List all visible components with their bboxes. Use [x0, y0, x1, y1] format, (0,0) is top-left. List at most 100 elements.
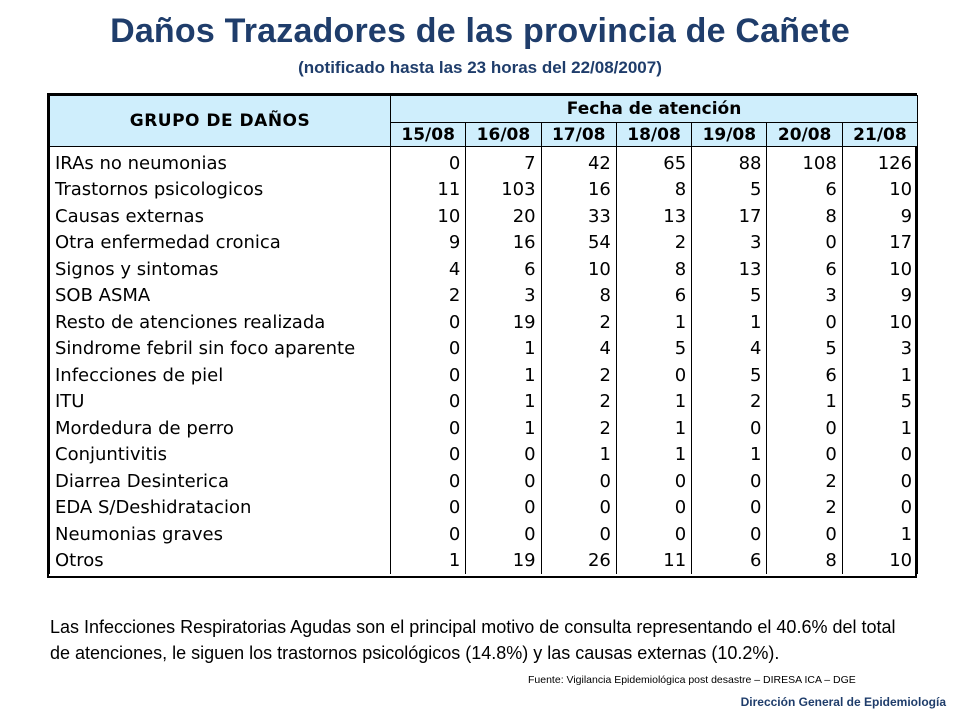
table-cell: 0: [389, 309, 467, 336]
table-cell: 0: [540, 521, 617, 548]
table-cell: 10: [841, 176, 919, 203]
table-cell: 0: [841, 441, 919, 468]
table-cell: 6: [615, 282, 693, 309]
row-label: ITU: [49, 388, 391, 415]
table-cell: 3: [841, 335, 919, 362]
table-cell: 11: [615, 547, 693, 574]
table-cell: 2: [766, 494, 843, 521]
table-row: Resto de atenciones realizada 0 19 2 1 1 0 10: [49, 309, 919, 336]
table-cell: 1: [691, 441, 768, 468]
table-cell: 8: [766, 547, 843, 574]
table-cell: 10: [841, 547, 919, 574]
table-cell: 1: [389, 547, 467, 574]
table-cell: 0: [389, 494, 467, 521]
organization-label: Dirección General de Epidemiología: [740, 695, 946, 709]
table-cell: 9: [841, 282, 919, 309]
table-cell: 0: [691, 468, 768, 495]
table-row: Mordedura de perro 0 1 2 1 0 0 1: [49, 415, 919, 442]
table-cell: 0: [766, 441, 843, 468]
table-row: Diarrea Desinterica 0 0 0 0 0 2 0: [49, 468, 919, 495]
table-cell: 6: [766, 176, 843, 203]
table-cell: 0: [465, 468, 542, 495]
table-cell: 0: [540, 494, 617, 521]
table-cell: 10: [389, 203, 467, 230]
row-label: Resto de atenciones realizada: [49, 309, 391, 336]
table-cell: 4: [691, 335, 768, 362]
table-cell: 1: [841, 362, 919, 389]
row-label: Mordedura de perro: [49, 415, 391, 442]
table-row: Infecciones de piel 0 1 2 0 5 6 1: [49, 362, 919, 389]
group-header: GRUPO DE DAÑOS: [49, 95, 391, 147]
table-cell: 2: [540, 415, 617, 442]
page-title: Daños Trazadores de las provincia de Cañ…: [110, 12, 850, 50]
table-cell: 1: [615, 388, 693, 415]
table-row: ITU 0 1 2 1 2 1 5: [49, 388, 919, 415]
date-column-header: 17/08: [540, 122, 617, 147]
row-label: Trastornos psicologicos: [49, 176, 391, 203]
date-header: Fecha de atención: [389, 94, 919, 124]
table-body: IRAs no neumonias 0 7 42 65 88 108 126 Trastorno…: [49, 146, 919, 574]
table-cell: 0: [389, 415, 467, 442]
table-cell: 0: [389, 521, 467, 548]
table-cell: 0: [691, 521, 768, 548]
table-cell: 20: [465, 203, 542, 230]
table-row: Conjuntivitis 0 0 1 1 1 0 0: [49, 441, 919, 468]
table-cell: 4: [540, 335, 617, 362]
date-column-header: 21/08: [841, 122, 919, 147]
table-cell: 0: [389, 468, 467, 495]
row-label: Otros: [49, 547, 391, 574]
table-cell: 0: [841, 468, 919, 495]
table-cell: 0: [540, 468, 617, 495]
table-cell: 26: [540, 547, 617, 574]
table-cell: 126: [841, 146, 919, 177]
table-cell: 1: [766, 388, 843, 415]
table-cell: 0: [691, 415, 768, 442]
table-cell: 1: [615, 441, 693, 468]
table-cell: 0: [465, 441, 542, 468]
table-cell: 5: [691, 362, 768, 389]
table-cell: 13: [615, 203, 693, 230]
table-cell: 2: [691, 388, 768, 415]
table-cell: 1: [465, 335, 542, 362]
table-cell: 1: [615, 309, 693, 336]
table-cell: 0: [841, 494, 919, 521]
table-row: Trastornos psicologicos 11 103 16 8 5 6 10: [49, 176, 919, 203]
table-cell: 5: [766, 335, 843, 362]
table-cell: 0: [766, 521, 843, 548]
table-row: EDA S/Deshidratacion 0 0 0 0 0 2 0: [49, 494, 919, 521]
table-cell: 6: [691, 547, 768, 574]
data-table: GRUPO DE DAÑOS Fecha de atención 15/08 16…: [49, 94, 919, 574]
table-cell: 6: [766, 256, 843, 283]
table-cell: 2: [766, 468, 843, 495]
table-cell: 3: [691, 229, 768, 256]
table-cell: 0: [465, 494, 542, 521]
table-cell: 17: [691, 203, 768, 230]
table-cell: 1: [465, 362, 542, 389]
table-cell: 103: [465, 176, 542, 203]
table-cell: 1: [540, 441, 617, 468]
table-cell: 10: [540, 256, 617, 283]
table-cell: 4: [389, 256, 467, 283]
date-column-header: 15/08: [389, 122, 467, 147]
date-column-header: 20/08: [766, 122, 843, 147]
table-cell: 5: [691, 176, 768, 203]
table-cell: 0: [766, 229, 843, 256]
row-label: Causas externas: [49, 203, 391, 230]
table-row: Otros 1 19 26 11 6 8 10: [49, 547, 919, 574]
table-cell: 2: [389, 282, 467, 309]
table-cell: 0: [389, 441, 467, 468]
date-column-header: 16/08: [465, 122, 542, 147]
table-row: SOB ASMA 2 3 8 6 5 3 9: [49, 282, 919, 309]
table-cell: 13: [691, 256, 768, 283]
table-cell: 42: [540, 146, 617, 177]
row-label: Diarrea Desinterica: [49, 468, 391, 495]
table-cell: 0: [465, 521, 542, 548]
row-label: Neumonias graves: [49, 521, 391, 548]
table-cell: 10: [841, 309, 919, 336]
table-cell: 6: [766, 362, 843, 389]
table-row: Otra enfermedad cronica 9 16 54 2 3 0 17: [49, 229, 919, 256]
row-label: Conjuntivitis: [49, 441, 391, 468]
table-cell: 0: [389, 146, 467, 177]
table-cell: 16: [540, 176, 617, 203]
date-header-row: 15/08 16/08 17/08 18/08 19/08 20/08 21/08: [50, 122, 919, 147]
